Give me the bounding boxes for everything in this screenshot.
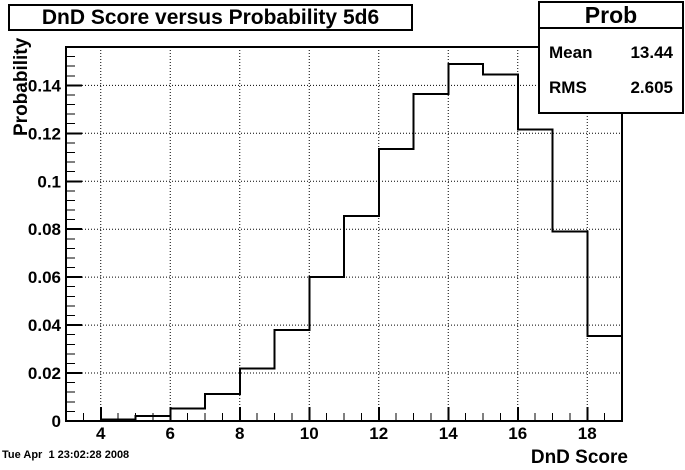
stats-box-title: Prob	[540, 2, 682, 29]
y-tick-label: 0.12	[28, 124, 61, 143]
y-tick-label: 0	[52, 412, 61, 431]
x-tick-label: 12	[369, 424, 388, 443]
histogram-line	[66, 62, 622, 422]
y-tick-label: 0.04	[28, 316, 62, 335]
x-tick-label: 18	[578, 424, 597, 443]
y-tick-label: 0.14	[28, 76, 62, 95]
stat-label-mean: Mean	[549, 43, 593, 63]
y-tick-label: 0.1	[37, 172, 61, 191]
x-tick-label: 14	[439, 424, 458, 443]
x-tick-label: 8	[235, 424, 244, 443]
stats-box: Prob Mean 13.44 RMS 2.605	[538, 1, 684, 114]
stat-value-mean: 13.44	[630, 43, 673, 63]
x-tick-label: 6	[166, 424, 175, 443]
x-tick-label: 16	[508, 424, 527, 443]
y-axis-title: Probability	[11, 37, 32, 136]
x-tick-label: 4	[96, 424, 106, 443]
y-tick-label: 0.06	[28, 268, 61, 287]
plot-title: DnD Score versus Probability 5d6	[41, 5, 380, 29]
stat-row-rms: RMS 2.605	[549, 78, 673, 98]
timestamp: Tue Apr 1 23:02:28 2008	[2, 449, 130, 461]
stat-value-rms: 2.605	[630, 77, 673, 97]
stat-row-mean: Mean 13.44	[549, 43, 673, 63]
x-tick-label: 10	[300, 424, 319, 443]
stat-label-rms: RMS	[549, 77, 587, 97]
y-tick-label: 0.02	[28, 364, 61, 383]
y-tick-label: 0.08	[28, 220, 61, 239]
plot-title-box: DnD Score versus Probability 5d6	[8, 4, 413, 31]
x-axis-title: DnD Score	[530, 447, 628, 468]
stats-rows: Mean 13.44 RMS 2.605	[540, 29, 682, 112]
